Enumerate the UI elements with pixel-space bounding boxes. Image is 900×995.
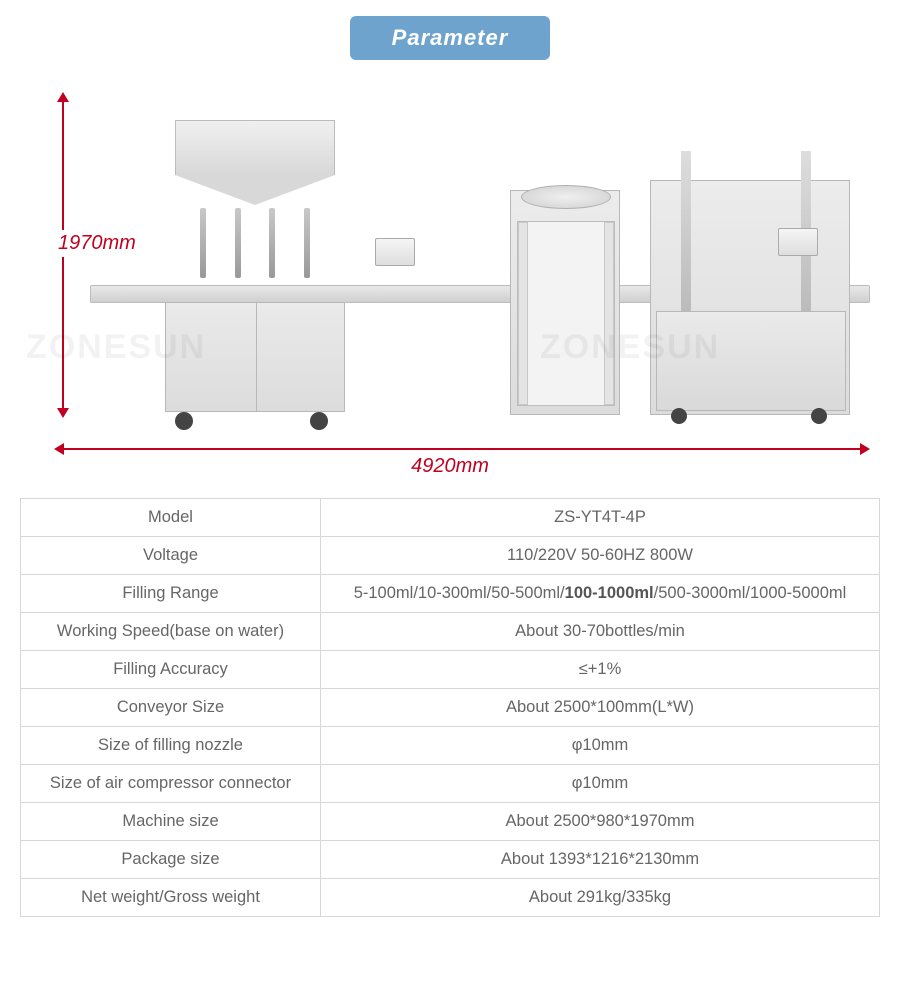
- param-key: Machine size: [21, 803, 321, 841]
- dimension-diagram: 1970mm ZONESUN ZONESUN 4920mm: [20, 80, 880, 480]
- param-value: About 30-70bottles/min: [321, 613, 880, 651]
- param-value: ≤+1%: [321, 651, 880, 689]
- table-row: ModelZS-YT4T-4P: [21, 499, 880, 537]
- param-value: ZS-YT4T-4P: [321, 499, 880, 537]
- table-row: Size of filling nozzleφ10mm: [21, 727, 880, 765]
- table-row: Filling Range 5-100ml/10-300ml/50-500ml/…: [21, 575, 880, 613]
- title-badge: Parameter: [350, 16, 550, 60]
- table-row: Net weight/Gross weightAbout 291kg/335kg: [21, 879, 880, 917]
- filling-machine: [160, 120, 350, 420]
- param-key: Package size: [21, 841, 321, 879]
- param-value: φ10mm: [321, 727, 880, 765]
- param-key: Net weight/Gross weight: [21, 879, 321, 917]
- height-arrow: 1970mm: [62, 100, 64, 410]
- param-key: Conveyor Size: [21, 689, 321, 727]
- width-label: 4920mm: [411, 455, 489, 478]
- param-value: About 2500*100mm(L*W): [321, 689, 880, 727]
- param-value: About 1393*1216*2130mm: [321, 841, 880, 879]
- width-arrow: [62, 448, 862, 450]
- param-key: Filling Accuracy: [21, 651, 321, 689]
- param-value: 110/220V 50-60HZ 800W: [321, 537, 880, 575]
- table-row: Working Speed(base on water)About 30-70b…: [21, 613, 880, 651]
- table-row: Size of air compressor connectorφ10mm: [21, 765, 880, 803]
- control-panel-icon: [375, 238, 415, 266]
- param-key: Size of air compressor connector: [21, 765, 321, 803]
- param-value: φ10mm: [321, 765, 880, 803]
- table-row: Package sizeAbout 1393*1216*2130mm: [21, 841, 880, 879]
- param-value: About 2500*980*1970mm: [321, 803, 880, 841]
- parameter-table: ModelZS-YT4T-4P Voltage110/220V 50-60HZ …: [20, 498, 880, 917]
- param-key: Size of filling nozzle: [21, 727, 321, 765]
- param-key: Model: [21, 499, 321, 537]
- param-value: 5-100ml/10-300ml/50-500ml/100-1000ml/500…: [321, 575, 880, 613]
- table-row: Conveyor SizeAbout 2500*100mm(L*W): [21, 689, 880, 727]
- table-row: Machine sizeAbout 2500*980*1970mm: [21, 803, 880, 841]
- table-row: Filling Accuracy≤+1%: [21, 651, 880, 689]
- table-row: Voltage110/220V 50-60HZ 800W: [21, 537, 880, 575]
- capping-machine: [650, 180, 850, 415]
- cap-feeder: [510, 190, 620, 415]
- param-key: Voltage: [21, 537, 321, 575]
- param-key: Working Speed(base on water): [21, 613, 321, 651]
- param-value: About 291kg/335kg: [321, 879, 880, 917]
- machine-illustration: [90, 120, 870, 420]
- param-key: Filling Range: [21, 575, 321, 613]
- control-panel-icon: [778, 228, 818, 256]
